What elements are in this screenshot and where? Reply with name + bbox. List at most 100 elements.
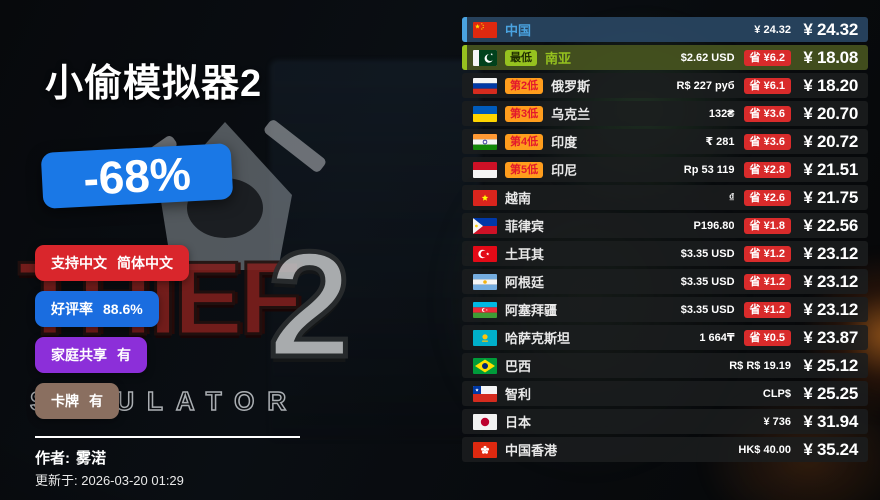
original-price: ₹ 281	[705, 136, 735, 148]
original-price: ₫	[728, 191, 735, 204]
tag-value: 88.6%	[103, 301, 143, 317]
save-badge: 省 ¥6.2	[743, 49, 791, 66]
original-price: CLP$	[762, 387, 791, 400]
ua-flag-icon	[473, 105, 497, 122]
save-badge: 省 ¥1.2	[743, 245, 791, 262]
country-name: 菲律宾	[505, 219, 545, 234]
original-price: R$ R$ 19.19	[729, 359, 791, 372]
save-badge: 省 ¥1.2	[743, 273, 791, 290]
rank-badge: 第3低	[505, 105, 544, 122]
price-row[interactable]: 阿塞拜疆 $3.35 USD 省 ¥1.2 ¥ 23.12	[462, 297, 868, 322]
updated-time: 2026-03-20 01:29	[81, 473, 184, 488]
tag-label: 好评率	[51, 301, 93, 317]
rank-badge: 第5低	[505, 161, 544, 178]
converted-price: ¥ 22.56	[803, 215, 858, 235]
country-name: 中国	[505, 23, 532, 38]
converted-price: ¥ 35.24	[803, 439, 858, 459]
pk-flag-icon	[473, 49, 497, 66]
original-price: $2.62 USD	[680, 51, 735, 64]
converted-price: ¥ 23.12	[803, 271, 858, 291]
game-title: 小偷模拟器2	[45, 63, 263, 105]
price-row[interactable]: 中国 ¥ 24.32 ¥ 24.32	[462, 17, 868, 42]
country-name: 印度	[551, 135, 578, 150]
converted-price: ¥ 21.75	[803, 187, 858, 207]
original-price: ¥ 736	[763, 415, 791, 428]
ph-flag-icon	[473, 217, 497, 234]
converted-price: ¥ 23.12	[803, 243, 858, 263]
save-badge: 省 ¥1.2	[743, 301, 791, 318]
kz-flag-icon	[473, 329, 497, 346]
price-row[interactable]: 第4低 印度 ₹ 281 省 ¥3.6 ¥ 20.72	[462, 129, 868, 154]
converted-price: ¥ 31.94	[803, 411, 858, 431]
price-row[interactable]: 土耳其 $3.35 USD 省 ¥1.2 ¥ 23.12	[462, 241, 868, 266]
cover-art-glow	[270, 60, 480, 440]
tag-value: 有	[89, 393, 103, 409]
tag-list: 支持中文 简体中文 好评率 88.6% 家庭共享 有 卡牌 有	[35, 245, 189, 419]
original-price: $3.35 USD	[680, 275, 735, 288]
row-accent-bar	[462, 45, 467, 70]
rank-badge: 第2低	[505, 77, 544, 94]
tag-label: 卡牌	[51, 393, 79, 409]
price-row[interactable]: 阿根廷 $3.35 USD 省 ¥1.2 ¥ 23.12	[462, 269, 868, 294]
country-name: 俄罗斯	[551, 79, 591, 94]
in-flag-icon	[473, 133, 497, 150]
price-row[interactable]: 中国香港 HK$ 40.00 ¥ 35.24	[462, 437, 868, 462]
converted-price: ¥ 18.08	[803, 47, 858, 67]
country-name: 阿塞拜疆	[505, 303, 558, 318]
id-flag-icon	[473, 161, 497, 178]
price-row[interactable]: 哈萨克斯坦 1 664₸ 省 ¥0.5 ¥ 23.87	[462, 325, 868, 350]
price-row[interactable]: 菲律宾 P196.80 省 ¥1.8 ¥ 22.56	[462, 213, 868, 238]
updated-label: 更新于:	[35, 473, 78, 488]
updated-line: 更新于: 2026-03-20 01:29	[35, 470, 184, 489]
save-badge: 省 ¥1.8	[743, 217, 791, 234]
divider-line	[35, 436, 300, 438]
ar-flag-icon	[473, 273, 497, 290]
cl-flag-icon	[473, 385, 497, 402]
price-row[interactable]: 越南 ₫ 省 ¥2.6 ¥ 21.75	[462, 185, 868, 210]
converted-price: ¥ 23.12	[803, 299, 858, 319]
tr-flag-icon	[473, 245, 497, 262]
converted-price: ¥ 23.87	[803, 327, 858, 347]
save-badge: 省 ¥3.6	[743, 133, 791, 150]
price-row[interactable]: 第3低 乌克兰 132₴ 省 ¥3.6 ¥ 20.70	[462, 101, 868, 126]
save-badge: 省 ¥2.8	[743, 161, 791, 178]
converted-price: ¥ 18.20	[803, 75, 858, 95]
author-line: 作者: 雾渃	[35, 447, 106, 468]
original-price: $3.35 USD	[680, 247, 735, 260]
save-badge: 省 ¥6.1	[743, 77, 791, 94]
converted-price: ¥ 21.51	[803, 159, 858, 179]
info-tag: 家庭共享 有	[35, 337, 147, 373]
price-row[interactable]: 日本 ¥ 736 ¥ 31.94	[462, 409, 868, 434]
country-name: 巴西	[505, 359, 532, 374]
country-name: 中国香港	[505, 443, 558, 458]
country-name: 越南	[505, 191, 532, 206]
cn-flag-icon	[473, 21, 497, 38]
price-row[interactable]: 第2低 俄罗斯 R$ 227 руб 省 ¥6.1 ¥ 18.20	[462, 73, 868, 98]
country-name: 日本	[505, 415, 532, 430]
original-price: 1 664₸	[699, 332, 735, 344]
converted-price: ¥ 20.70	[803, 103, 858, 123]
br-flag-icon	[473, 357, 497, 374]
country-name: 南亚	[545, 51, 572, 66]
converted-price: ¥ 25.25	[803, 383, 858, 403]
vn-flag-icon	[473, 189, 497, 206]
az-flag-icon	[473, 301, 497, 318]
price-row[interactable]: 智利 CLP$ ¥ 25.25	[462, 381, 868, 406]
original-price: $3.35 USD	[680, 303, 735, 316]
price-row[interactable]: 最低 南亚 $2.62 USD 省 ¥6.2 ¥ 18.08	[462, 45, 868, 70]
author-name: 雾渃	[76, 450, 107, 467]
country-name: 印尼	[551, 163, 578, 178]
price-row[interactable]: 第5低 印尼 Rp 53 119 省 ¥2.8 ¥ 21.51	[462, 157, 868, 182]
discount-badge: -68%	[40, 143, 234, 209]
tag-label: 家庭共享	[51, 347, 107, 363]
tag-value: 有	[117, 347, 131, 363]
country-name: 土耳其	[505, 247, 545, 262]
country-name: 乌克兰	[551, 107, 591, 122]
info-tag: 卡牌 有	[35, 383, 119, 419]
price-row[interactable]: 巴西 R$ R$ 19.19 ¥ 25.12	[462, 353, 868, 378]
original-price: 132₴	[708, 107, 735, 120]
tag-label: 支持中文	[51, 255, 107, 271]
row-accent-bar	[462, 17, 467, 42]
price-comparison-table: 中国 ¥ 24.32 ¥ 24.32 最低 南亚 $2.62 USD 省 ¥6.…	[462, 17, 868, 465]
